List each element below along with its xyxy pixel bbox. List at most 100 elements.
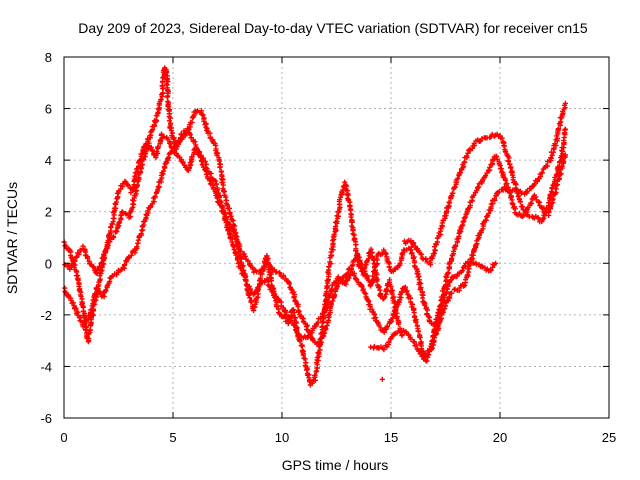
data-point bbox=[154, 148, 160, 154]
data-point bbox=[414, 270, 420, 277]
data-point bbox=[291, 322, 297, 328]
data-point bbox=[237, 266, 243, 272]
data-point bbox=[297, 338, 303, 344]
data-point bbox=[392, 307, 398, 313]
data-point bbox=[189, 119, 195, 126]
data-point bbox=[464, 153, 470, 159]
data-point bbox=[68, 297, 74, 303]
data-point bbox=[330, 298, 336, 304]
data-point bbox=[417, 334, 423, 340]
data-point bbox=[291, 310, 297, 316]
data-point bbox=[531, 181, 538, 187]
data-point bbox=[413, 319, 419, 325]
data-point bbox=[307, 330, 313, 336]
axis-ticks: 0 5 10 15 20 25 -6 -4 -2 0 2 4 6 8 bbox=[40, 50, 616, 445]
data-point bbox=[99, 260, 105, 266]
data-point bbox=[386, 264, 392, 270]
data-point bbox=[331, 231, 337, 237]
y-tick-label: -2 bbox=[40, 308, 52, 323]
data-point bbox=[549, 152, 555, 158]
data-point bbox=[164, 94, 170, 100]
data-point bbox=[152, 194, 158, 200]
data-point bbox=[448, 255, 455, 261]
y-axis-label: SDTVAR / TECUs bbox=[4, 182, 20, 294]
data-point bbox=[555, 126, 562, 132]
data-point bbox=[98, 268, 104, 274]
data-point bbox=[457, 170, 463, 176]
data-point bbox=[371, 276, 377, 282]
y-tick-label: 0 bbox=[45, 256, 52, 271]
data-point bbox=[491, 196, 497, 202]
data-point bbox=[288, 286, 294, 292]
data-point bbox=[128, 190, 134, 196]
data-point bbox=[353, 248, 359, 254]
data-point bbox=[562, 100, 568, 106]
data-point bbox=[447, 200, 453, 206]
data-point bbox=[326, 264, 332, 270]
data-point bbox=[286, 315, 292, 321]
chart-title: Day 209 of 2023, Sidereal Day-to-day VTE… bbox=[78, 20, 588, 36]
data-point bbox=[187, 131, 193, 138]
data-point bbox=[290, 307, 296, 313]
data-point bbox=[134, 244, 140, 250]
data-point bbox=[471, 192, 477, 198]
data-point bbox=[556, 175, 562, 182]
data-point bbox=[283, 313, 289, 319]
data-point bbox=[342, 179, 348, 185]
data-point bbox=[507, 161, 513, 167]
data-point bbox=[370, 273, 376, 279]
data-point bbox=[409, 250, 415, 256]
y-tick-label: 8 bbox=[45, 50, 52, 65]
data-point bbox=[552, 141, 558, 147]
plot-frame bbox=[63, 56, 610, 419]
y-tick-label: 6 bbox=[45, 102, 52, 117]
data-point bbox=[534, 178, 540, 184]
data-point bbox=[426, 352, 432, 358]
data-point bbox=[230, 243, 236, 249]
data-point bbox=[122, 178, 128, 184]
data-point bbox=[213, 181, 219, 187]
data-point bbox=[121, 262, 127, 268]
data-point bbox=[544, 163, 551, 169]
data-point bbox=[273, 269, 280, 275]
data-point bbox=[353, 256, 359, 262]
data-point bbox=[448, 277, 454, 283]
data-point bbox=[151, 123, 157, 129]
data-point bbox=[163, 70, 170, 76]
data-point bbox=[159, 131, 165, 137]
data-point bbox=[158, 138, 164, 144]
data-point bbox=[73, 305, 79, 312]
data-point bbox=[185, 127, 191, 133]
data-point bbox=[516, 196, 522, 202]
data-point bbox=[238, 248, 244, 254]
data-point bbox=[464, 272, 471, 278]
data-point bbox=[479, 264, 486, 270]
data-point bbox=[349, 263, 355, 269]
data-point bbox=[248, 299, 254, 305]
data-point bbox=[231, 246, 237, 253]
data-point bbox=[389, 291, 395, 297]
data-point bbox=[413, 342, 420, 348]
data-point bbox=[375, 284, 381, 291]
data-point bbox=[217, 164, 223, 170]
data-point bbox=[180, 159, 186, 165]
data-point bbox=[304, 367, 310, 373]
data-point bbox=[517, 199, 524, 205]
data-point bbox=[72, 258, 78, 264]
data-point bbox=[334, 283, 340, 289]
data-point bbox=[424, 358, 430, 364]
data-point bbox=[174, 152, 180, 158]
data-point bbox=[465, 150, 471, 156]
grid bbox=[64, 57, 609, 418]
y-tick-label: 4 bbox=[45, 153, 52, 168]
data-point bbox=[234, 257, 240, 263]
data-point bbox=[323, 302, 329, 309]
data-point bbox=[505, 158, 512, 164]
data-point bbox=[291, 294, 297, 300]
data-series bbox=[61, 65, 568, 388]
data-point bbox=[167, 115, 173, 121]
data-point bbox=[381, 247, 387, 253]
data-point bbox=[381, 347, 387, 353]
data-point bbox=[382, 294, 388, 300]
data-point bbox=[160, 168, 167, 174]
